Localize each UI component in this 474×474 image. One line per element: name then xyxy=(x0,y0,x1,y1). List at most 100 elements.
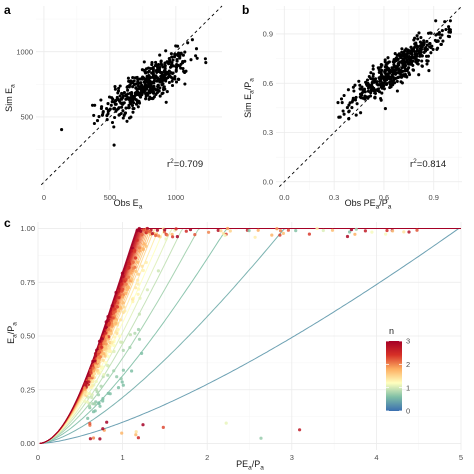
panel-b-point xyxy=(409,45,413,49)
panel-a-point xyxy=(131,110,135,114)
panel-a-point xyxy=(164,49,168,53)
panel-c-x-tick-label: 0 xyxy=(36,453,40,462)
panel-b-point xyxy=(420,54,424,58)
panel-c-point xyxy=(128,262,132,266)
panel-c-point xyxy=(122,305,126,309)
panel-c-y-tick-label: 0.00 xyxy=(20,439,35,448)
panel-a-point xyxy=(174,66,179,70)
panel-c-point xyxy=(114,321,118,325)
panel-c-point xyxy=(119,318,123,322)
panel-b-point xyxy=(379,96,383,101)
panel-c-point xyxy=(119,279,123,283)
panel-a-point xyxy=(163,87,167,91)
panel-c-point xyxy=(207,230,211,234)
panel-b-point xyxy=(386,73,390,78)
panel-b-point xyxy=(411,59,415,63)
panel-b-point xyxy=(342,112,346,116)
panel-b-point xyxy=(428,42,432,46)
panel-b-x-axis-title: Obs PEa/Pa xyxy=(345,198,392,211)
panel-c-point xyxy=(136,278,140,282)
panel-c-point xyxy=(298,428,302,432)
panel-a-point xyxy=(131,85,135,89)
panel-b-point xyxy=(342,93,346,98)
panel-c-point xyxy=(321,228,325,233)
panel-b-point xyxy=(359,111,363,115)
panel-b-point xyxy=(411,68,415,72)
panel-a-point xyxy=(105,114,109,118)
panel-c-point xyxy=(117,296,121,300)
panel-a-point xyxy=(176,44,180,48)
panel-a-point xyxy=(149,80,154,84)
panel-b-point xyxy=(401,63,405,67)
panel-c-point xyxy=(86,400,90,404)
panel-b-point xyxy=(396,75,401,79)
panel-c-x-tick-label: 5 xyxy=(459,453,463,462)
panel-b-point xyxy=(440,29,444,33)
panel-a-point xyxy=(112,143,116,147)
panel-c-point xyxy=(120,380,124,384)
panel-a-point xyxy=(99,98,103,102)
panel-b-point xyxy=(360,85,364,89)
panel-b-point xyxy=(398,60,402,64)
panel-a-point xyxy=(160,77,164,81)
panel-a-point xyxy=(170,61,174,65)
panel-c-point xyxy=(91,359,95,363)
panel-a-point xyxy=(173,75,177,79)
panel-c-point xyxy=(184,229,188,233)
panel-b-point xyxy=(369,71,373,75)
panel-c-point xyxy=(106,373,110,377)
panel-b-point xyxy=(379,65,383,69)
panel-c-x-tick-label: 2 xyxy=(205,453,209,462)
panel-b-point xyxy=(436,46,440,50)
panel-b-point xyxy=(371,67,375,71)
panel-b-point xyxy=(413,52,417,56)
panel-c-point xyxy=(101,399,105,403)
panel-b-point xyxy=(363,97,367,101)
panel-b-point xyxy=(357,79,361,83)
panel-a-point xyxy=(147,73,151,78)
panel-b-point xyxy=(391,68,395,72)
panel-a-point xyxy=(166,61,170,65)
panel-c-point xyxy=(135,238,139,242)
panel-b-point xyxy=(347,103,351,107)
panel-c-point xyxy=(97,339,102,343)
panel-c-point xyxy=(226,226,230,231)
panel-c-point xyxy=(96,393,101,397)
panel-c-point xyxy=(105,420,109,424)
panel-b-point xyxy=(370,81,374,85)
panel-c-point xyxy=(126,266,130,270)
panel-b-point xyxy=(383,107,387,111)
panel-c-point xyxy=(89,368,93,373)
panel-c-point xyxy=(92,372,96,376)
panel-c-y-tick-label: 0.25 xyxy=(20,385,35,394)
panel-c-point xyxy=(90,393,94,397)
panel-c-point xyxy=(96,371,101,375)
panel-c-point xyxy=(102,373,106,377)
panel-c-point xyxy=(131,266,135,270)
panel-c-point xyxy=(363,229,367,233)
panel-a-point xyxy=(121,96,125,100)
panel-b-point xyxy=(400,47,404,51)
panel-c-point xyxy=(101,358,105,362)
panel-c-point xyxy=(125,288,129,292)
panel-c-point xyxy=(87,391,91,396)
panel-b-point xyxy=(407,73,412,77)
panel-c-point xyxy=(278,233,282,237)
panel-a-point xyxy=(168,58,172,62)
panel-a-point xyxy=(181,53,185,57)
panel-c-point xyxy=(101,427,105,431)
panel-c-point xyxy=(129,271,133,275)
panel-c-point xyxy=(107,321,112,325)
panel-b-point xyxy=(425,59,429,63)
panel-a-point xyxy=(90,103,95,107)
panel-a-point xyxy=(112,125,116,129)
panel-a-point xyxy=(169,75,173,79)
panel-b-point xyxy=(439,42,443,46)
panel-b-point xyxy=(385,81,389,86)
panel-a-point xyxy=(140,68,144,72)
panel-a-point xyxy=(146,91,150,95)
panel-a-point xyxy=(120,105,124,109)
panel-a-x-axis-title: Obs Ea xyxy=(114,198,143,211)
panel-c-point xyxy=(90,395,94,400)
panel-c-point xyxy=(115,375,119,379)
